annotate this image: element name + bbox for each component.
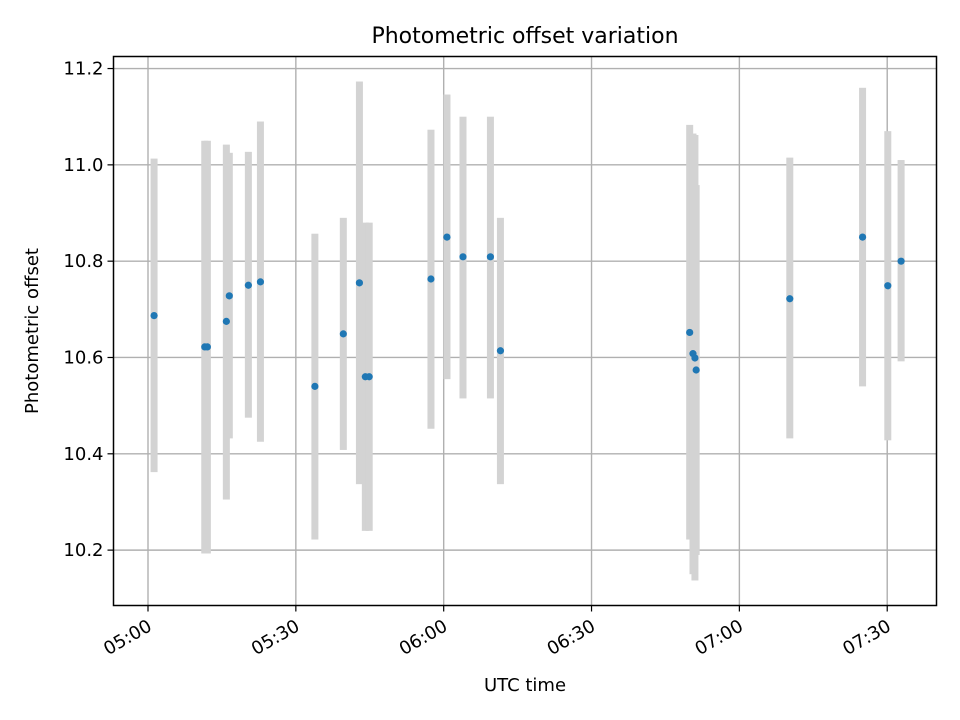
data-point — [203, 343, 211, 351]
data-point — [150, 311, 158, 320]
data-point — [244, 281, 252, 289]
plot-frame — [112, 55, 938, 607]
data-point — [496, 347, 505, 355]
data-point — [256, 278, 265, 286]
data-point — [355, 279, 364, 287]
x-axis-label: UTC time — [484, 675, 566, 696]
data-point — [222, 317, 230, 325]
y-axis: 10.2 10.4 10.6 10.8 11.0 11.2 — [63, 59, 114, 561]
data-point — [443, 233, 451, 241]
y-tick-label: 11.0 — [63, 155, 103, 176]
data-point — [486, 253, 495, 261]
data-point — [786, 295, 794, 303]
data-point — [225, 292, 233, 300]
data-point — [686, 328, 694, 337]
y-tick-label: 10.4 — [63, 444, 103, 465]
y-tick-label: 10.6 — [63, 347, 103, 368]
y-tick-label: 10.2 — [63, 540, 103, 561]
data-point — [311, 382, 319, 390]
data-point — [365, 373, 373, 381]
y-tick-label: 10.8 — [63, 251, 103, 272]
data-point — [459, 253, 467, 261]
point-layer — [150, 233, 905, 390]
data-point — [897, 257, 905, 265]
chart-title: Photometric offset variation — [371, 24, 678, 49]
y-tick-label: 11.2 — [63, 59, 103, 80]
data-point — [858, 233, 867, 241]
data-point — [884, 282, 892, 290]
data-point — [339, 330, 347, 338]
data-point — [692, 366, 700, 374]
data-point — [691, 354, 699, 362]
y-axis-label: Photometric offset — [22, 248, 43, 414]
data-point — [427, 275, 435, 283]
